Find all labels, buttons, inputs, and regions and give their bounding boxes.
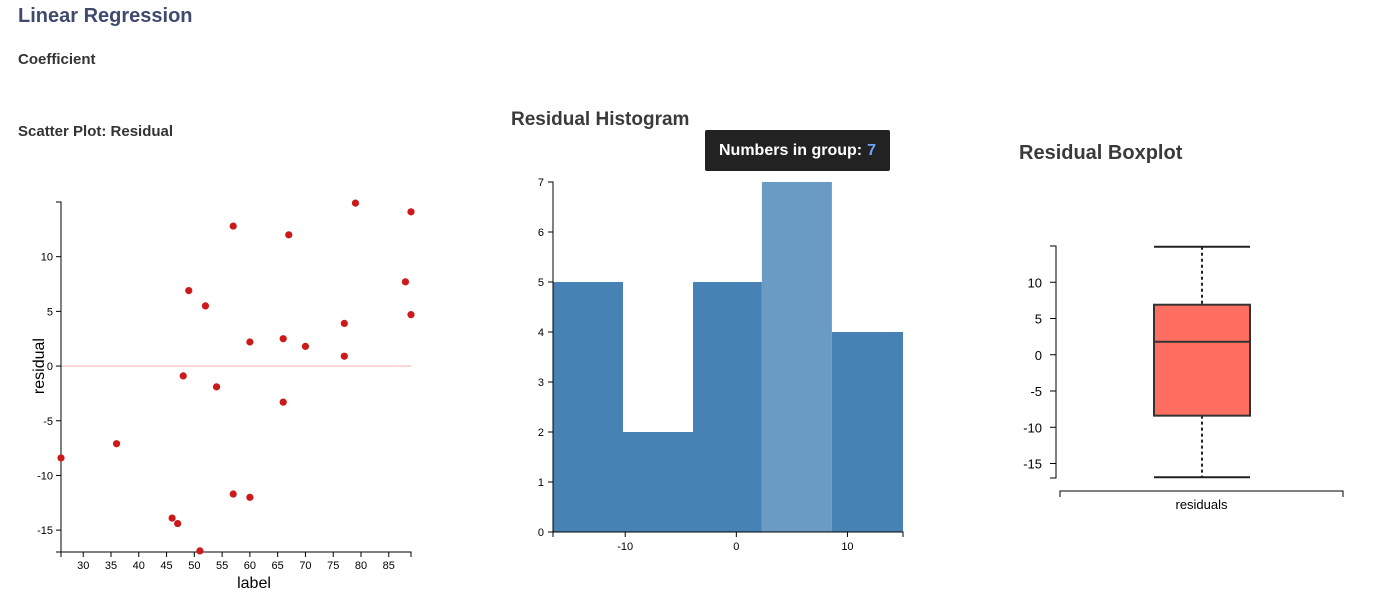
residual-histogram: 0 1 2 3 4 5 6 7 -10 0 10 [538, 177, 904, 553]
histogram-tooltip: Numbers in group: 7 [705, 130, 890, 171]
x-axis-label: label [237, 575, 271, 592]
tooltip-value: 7 [867, 141, 876, 159]
scatter-point [201, 302, 210, 310]
y-tick-label: 7 [538, 177, 544, 189]
iqr-box [1153, 303, 1251, 417]
x-tick-label: 80 [355, 560, 367, 572]
histogram-bar [623, 432, 693, 532]
scatter-point [168, 514, 176, 522]
x-axis [60, 551, 412, 557]
y-tick-label: 10 [1028, 275, 1042, 290]
x-axis [1059, 490, 1344, 497]
scatter-point [179, 372, 187, 380]
scatter-point [196, 547, 204, 555]
scatter-point [174, 519, 182, 528]
scatter-point [112, 440, 121, 448]
y-axis [548, 181, 554, 533]
x-tick-label: 0 [733, 541, 739, 553]
y-tick-label: 0 [47, 361, 53, 373]
y-tick-label: 0 [1035, 348, 1042, 363]
scatter-point [57, 454, 65, 462]
x-tick-label: 45 [160, 560, 172, 572]
scatter-point [340, 319, 348, 328]
x-tick-label: 35 [105, 560, 117, 572]
x-tick-label: -10 [617, 541, 633, 553]
scatter-point [351, 199, 360, 207]
tooltip-label: Numbers in group: [718, 141, 863, 159]
y-tick-label: 4 [538, 327, 544, 339]
histogram-bar [553, 282, 623, 532]
y-tick-label: 5 [47, 306, 53, 318]
page-title: Linear Regression [18, 5, 193, 27]
histogram-bar [831, 332, 903, 532]
scatter-point [407, 208, 415, 216]
y-tick-label: 2 [538, 427, 544, 439]
scatter-point [185, 286, 193, 295]
x-tick-label: 85 [383, 560, 395, 572]
scatter-point [285, 231, 293, 239]
scatter-plot-title: Scatter Plot: Residual [18, 123, 174, 140]
scatter-point [212, 383, 221, 391]
y-axis [1050, 245, 1057, 479]
y-tick-label: 6 [538, 227, 544, 239]
x-axis [552, 531, 904, 537]
scatter-point [246, 493, 254, 501]
histogram-bar [693, 282, 762, 532]
y-tick-label: 1 [538, 477, 544, 489]
x-tick-label: 75 [327, 560, 339, 572]
y-tick-label: 0 [538, 527, 544, 539]
y-axis [56, 201, 62, 553]
residual-boxplot: -15 -10 -5 0 5 10 residuals [1023, 245, 1344, 512]
scatter-point [279, 398, 287, 406]
scatter-point [401, 278, 410, 286]
scatter-point [229, 222, 237, 230]
scatter-point [246, 338, 254, 346]
scatter-point [340, 352, 348, 360]
y-tick-label: 5 [538, 277, 544, 289]
histogram-title: Residual Histogram [511, 109, 690, 130]
x-tick-label: 40 [133, 560, 145, 572]
coefficient-heading: Coefficient [18, 51, 96, 68]
histogram-bar [761, 182, 832, 532]
y-tick-label: -10 [1023, 420, 1042, 435]
x-tick-label: 60 [244, 560, 256, 572]
y-tick-label: -15 [1023, 457, 1042, 472]
x-tick-label: 30 [77, 560, 89, 572]
y-tick-label: 3 [538, 377, 544, 389]
boxplot-title: Residual Boxplot [1019, 142, 1183, 164]
scatter-point [407, 311, 415, 319]
scatter-point [279, 335, 287, 343]
x-tick-label: 10 [841, 541, 853, 553]
x-tick-label: residuals [1175, 497, 1228, 512]
y-tick-label: 5 [1035, 312, 1042, 327]
x-tick-label: 70 [299, 560, 311, 572]
y-tick-label: -10 [37, 470, 53, 482]
x-tick-label: 65 [272, 560, 284, 572]
x-tick-label: 50 [188, 560, 200, 572]
y-tick-label: -15 [37, 525, 53, 537]
residual-scatter-plot: -15 -10 -5 0 5 10 30 35 40 45 50 55 60 65 70 75 80 85 labe… [31, 199, 415, 592]
y-tick-label: -5 [1030, 384, 1042, 399]
scatter-point [229, 490, 237, 498]
y-tick-label: 10 [41, 252, 53, 264]
y-axis-label: residual [31, 338, 48, 394]
y-tick-label: -5 [43, 416, 53, 428]
x-tick-label: 55 [216, 560, 228, 572]
scatter-point [301, 342, 310, 350]
